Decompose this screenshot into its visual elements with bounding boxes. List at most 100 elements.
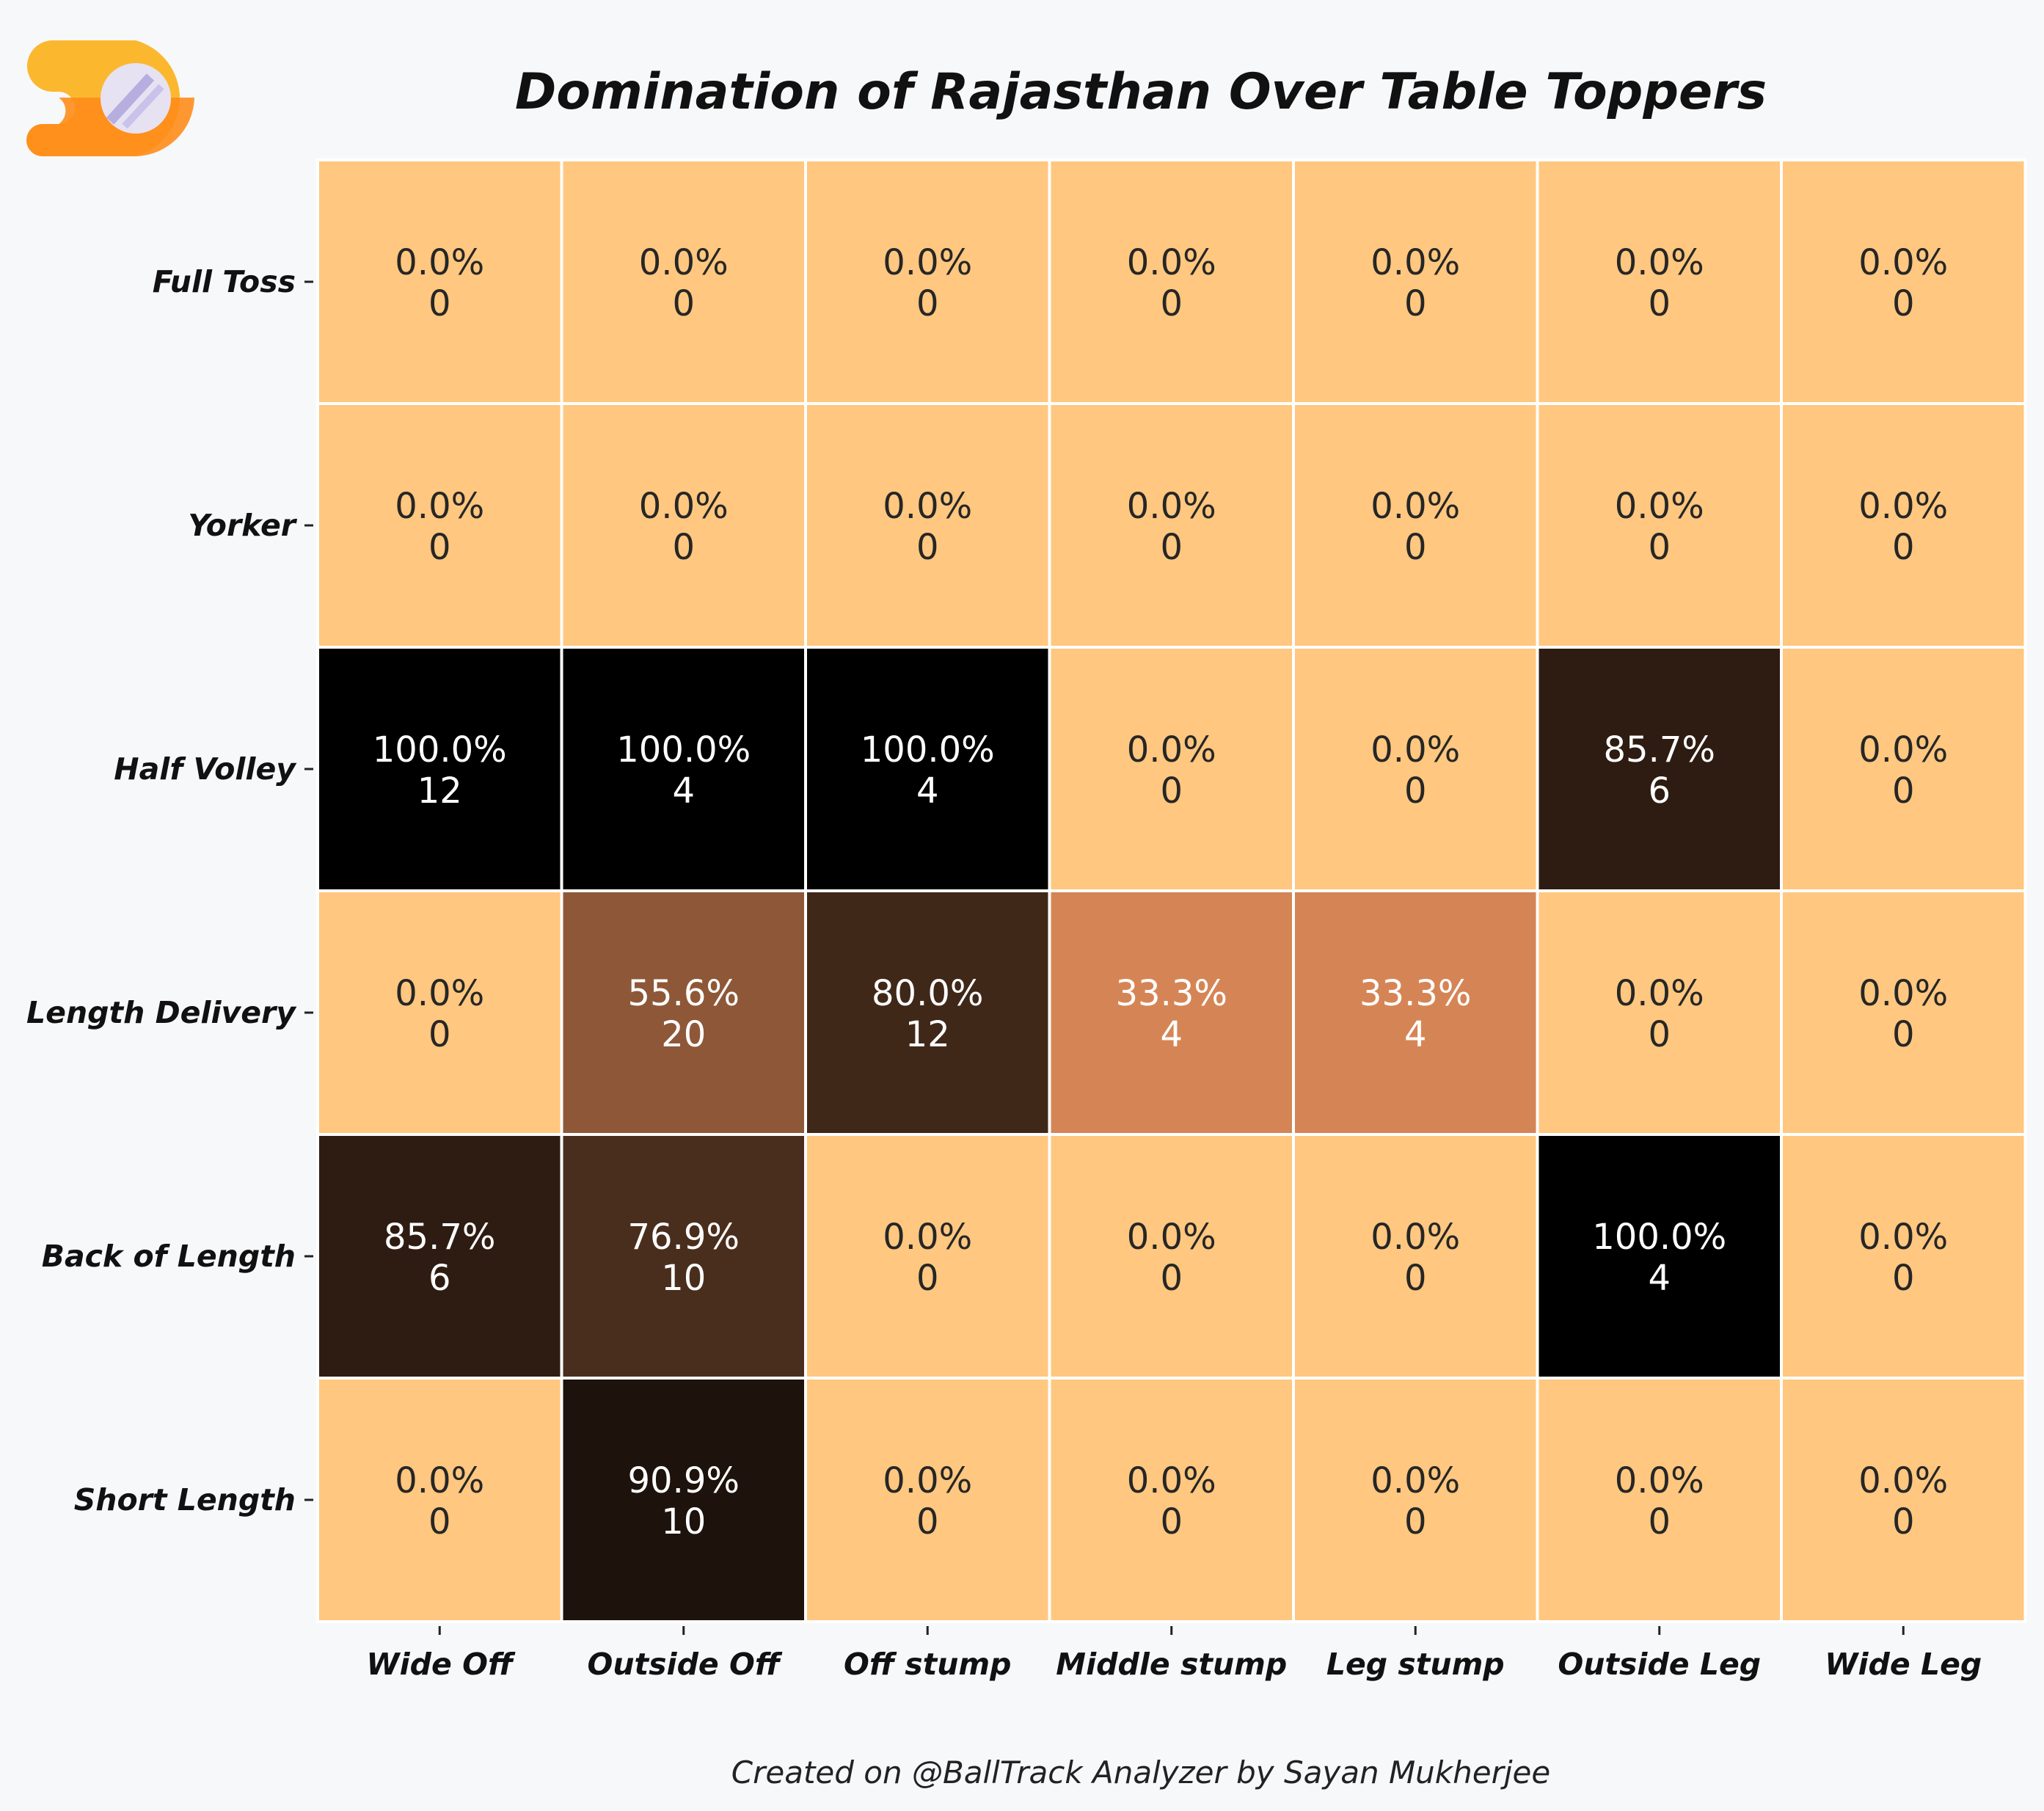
cell-count-label: 0 xyxy=(1892,1501,1915,1542)
heatmap-cell xyxy=(316,1377,563,1623)
cell-count-label: 0 xyxy=(1892,527,1915,568)
cell-percent-label: 0.0% xyxy=(1615,486,1704,527)
y-tick-label: Full Toss xyxy=(153,264,296,299)
cell-count-label: 10 xyxy=(661,1258,706,1299)
heatmap-cell xyxy=(1780,1377,2027,1623)
cell-count-label: 0 xyxy=(1648,1501,1671,1542)
cell-percent-label: 0.0% xyxy=(395,486,484,527)
cell-percent-label: 0.0% xyxy=(1370,729,1460,770)
cell-count-label: 12 xyxy=(417,770,462,812)
cell-percent-label: 0.0% xyxy=(1370,242,1460,283)
cell-count-label: 0 xyxy=(1892,1258,1915,1299)
cell-count-label: 0 xyxy=(1892,283,1915,324)
heatmap-cell xyxy=(1780,646,2027,892)
cell-percent-label: 85.7% xyxy=(1604,729,1715,770)
cell-percent-label: 0.0% xyxy=(883,242,972,283)
heatmap-cell xyxy=(1536,402,1783,649)
cell-count-label: 4 xyxy=(1404,1014,1427,1055)
cell-percent-label: 0.0% xyxy=(1615,973,1704,1014)
heatmap-cell xyxy=(560,646,807,892)
cell-count-label: 0 xyxy=(1648,1014,1671,1055)
heatmap-cell xyxy=(560,158,807,405)
x-tick-label: Middle stump xyxy=(1056,1647,1287,1682)
cell-percent-label: 100.0% xyxy=(616,729,751,770)
cell-count-label: 0 xyxy=(916,527,939,568)
cell-count-label: 0 xyxy=(1892,1014,1915,1055)
x-tick-label: Leg stump xyxy=(1326,1647,1505,1682)
cell-count-label: 0 xyxy=(1160,1258,1183,1299)
cell-count-label: 0 xyxy=(916,1501,939,1542)
cell-count-label: 0 xyxy=(1404,770,1427,812)
cell-count-label: 0 xyxy=(1404,283,1427,324)
cell-count-label: 12 xyxy=(905,1014,950,1055)
heatmap-cell xyxy=(1780,889,2027,1136)
cell-percent-label: 80.0% xyxy=(872,973,983,1014)
cell-percent-label: 0.0% xyxy=(1858,242,1948,283)
cell-count-label: 0 xyxy=(1160,283,1183,324)
cell-count-label: 10 xyxy=(661,1501,706,1542)
cell-percent-label: 0.0% xyxy=(1858,973,1948,1014)
heatmap-cell xyxy=(1292,646,1539,892)
cell-percent-label: 90.9% xyxy=(628,1460,740,1501)
heatmap-cell xyxy=(804,889,1051,1136)
cell-percent-label: 0.0% xyxy=(1127,486,1216,527)
cell-count-label: 0 xyxy=(1648,527,1671,568)
cell-percent-label: 33.3% xyxy=(1116,973,1227,1014)
cell-percent-label: 0.0% xyxy=(1858,729,1948,770)
heatmap-cell xyxy=(1048,646,1295,892)
heatmap-cell xyxy=(1292,889,1539,1136)
cell-percent-label: 0.0% xyxy=(395,973,484,1014)
cell-percent-label: 33.3% xyxy=(1359,973,1471,1014)
y-tick-label: Back of Length xyxy=(42,1239,296,1274)
cell-count-label: 0 xyxy=(428,527,451,568)
heatmap-cell xyxy=(316,402,563,649)
heatmap-cell xyxy=(1292,1133,1539,1380)
heatmap-cell xyxy=(560,1133,807,1380)
cell-percent-label: 0.0% xyxy=(639,486,729,527)
cell-count-label: 0 xyxy=(1160,770,1183,812)
cell-percent-label: 0.0% xyxy=(1127,1460,1216,1501)
heatmap-cell xyxy=(1780,158,2027,405)
heatmap-cell xyxy=(316,889,563,1136)
cell-percent-label: 0.0% xyxy=(395,1460,484,1501)
cell-count-label: 0 xyxy=(916,283,939,324)
cell-count-label: 4 xyxy=(1648,1258,1671,1299)
heatmap-cell xyxy=(1292,402,1539,649)
cell-percent-label: 0.0% xyxy=(1127,729,1216,770)
heatmap-cell xyxy=(1536,1133,1783,1380)
balltrack-logo-icon xyxy=(26,40,194,156)
heatmap-cells: 0.0%00.0%00.0%00.0%00.0%00.0%00.0%00.0%0… xyxy=(316,158,2027,1623)
cell-count-label: 6 xyxy=(1648,770,1671,812)
cell-count-label: 0 xyxy=(1160,1501,1183,1542)
cell-percent-label: 55.6% xyxy=(628,973,740,1014)
x-tick-label: Outside Off xyxy=(587,1647,782,1682)
y-axis: Full Toss Yorker Half Volley Length Deliver… xyxy=(26,264,313,1517)
cell-percent-label: 0.0% xyxy=(1615,1460,1704,1501)
cell-count-label: 0 xyxy=(1404,527,1427,568)
logo xyxy=(26,40,194,156)
cell-count-label: 0 xyxy=(428,1501,451,1542)
heatmap-cell xyxy=(1536,1377,1783,1623)
cell-count-label: 0 xyxy=(1160,527,1183,568)
y-tick-label: Yorker xyxy=(188,508,297,543)
x-tick-label: Off stump xyxy=(844,1647,1012,1682)
cell-count-label: 0 xyxy=(1648,283,1671,324)
x-tick-label: Wide Leg xyxy=(1825,1647,1982,1682)
cell-count-label: 0 xyxy=(428,1014,451,1055)
cell-count-label: 4 xyxy=(672,770,695,812)
cell-percent-label: 76.9% xyxy=(628,1217,740,1258)
cell-percent-label: 0.0% xyxy=(1615,242,1704,283)
cell-count-label: 0 xyxy=(672,527,695,568)
cell-percent-label: 0.0% xyxy=(1127,242,1216,283)
x-tick-label: Wide Off xyxy=(366,1647,516,1682)
footer-credit: Created on @BallTrack Analyzer by Sayan … xyxy=(731,1754,1550,1790)
heatmap-cell xyxy=(1048,1377,1295,1623)
cell-count-label: 4 xyxy=(1160,1014,1183,1055)
cell-percent-label: 100.0% xyxy=(1592,1217,1726,1258)
heatmap-cell xyxy=(804,1377,1051,1623)
heatmap-cell xyxy=(1780,1133,2027,1380)
cell-percent-label: 0.0% xyxy=(1858,486,1948,527)
cell-percent-label: 0.0% xyxy=(395,242,484,283)
cell-percent-label: 85.7% xyxy=(384,1217,495,1258)
